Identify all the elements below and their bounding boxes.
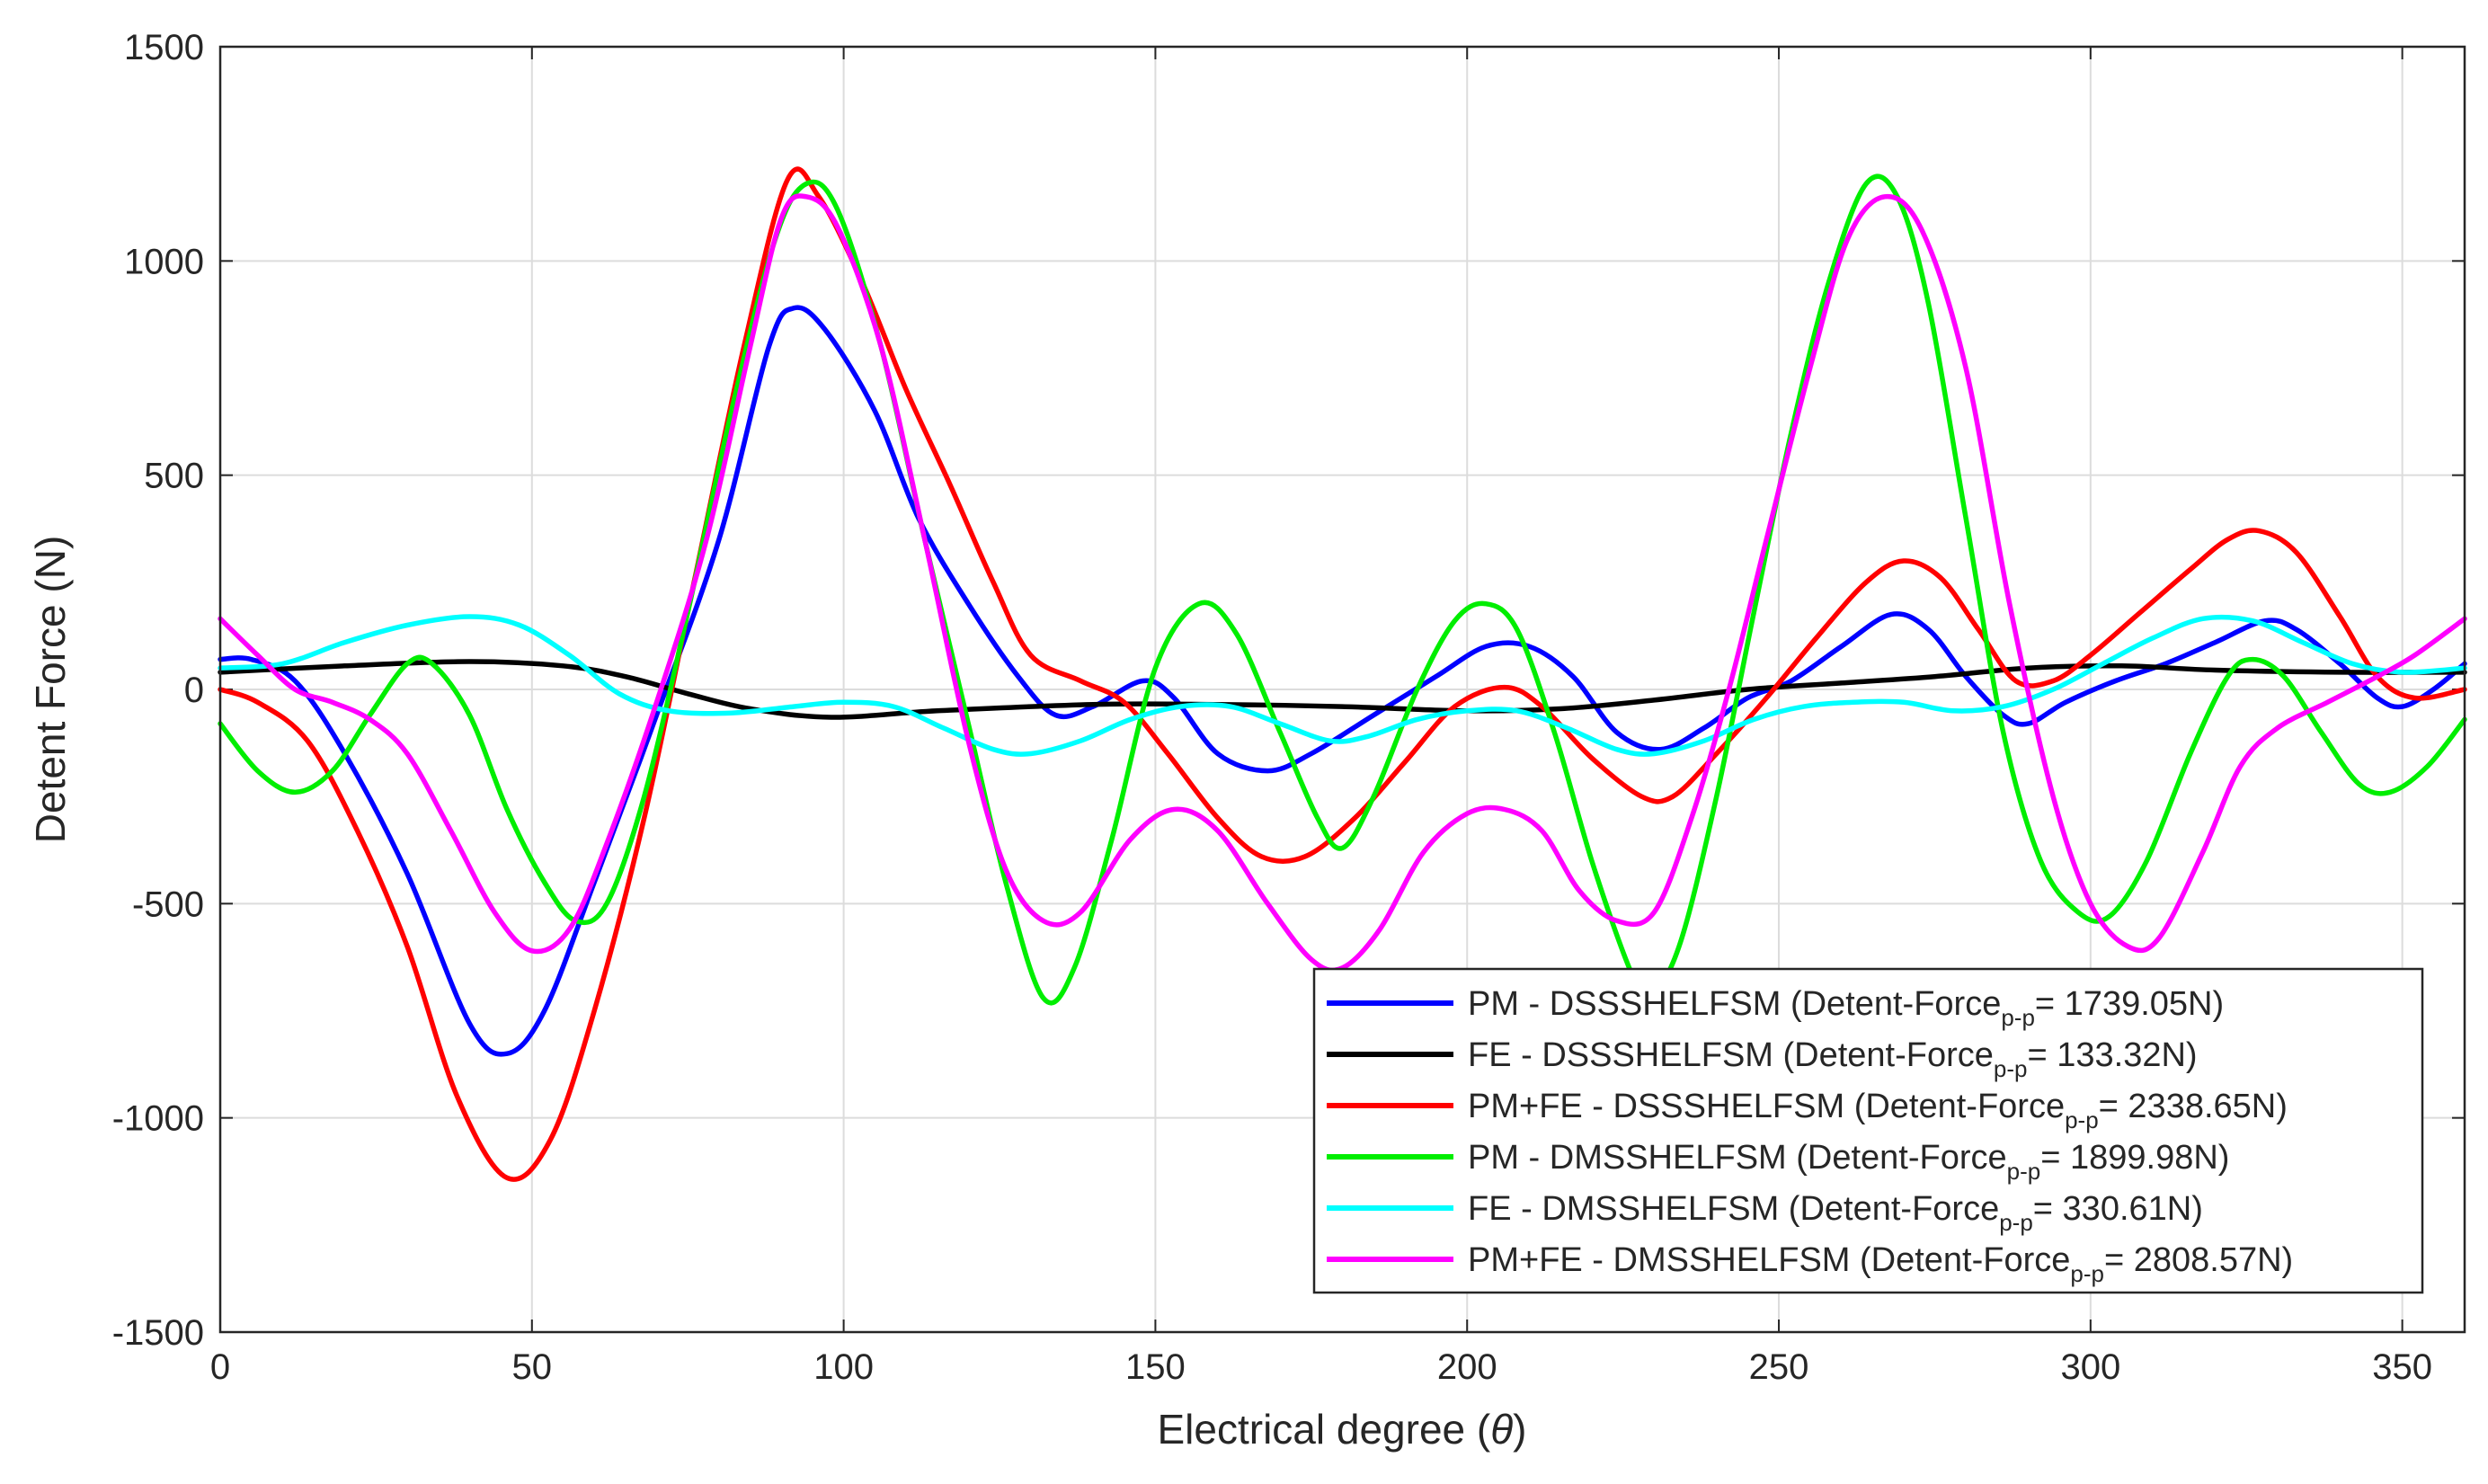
- x-tick-label: 350: [2372, 1347, 2432, 1387]
- y-tick-label: 1500: [124, 28, 204, 67]
- y-tick-label: 500: [144, 457, 204, 496]
- legend-entry-2: FE - DSSSHELFSM (Detent-Forcep-p= 133.32…: [1468, 1036, 2198, 1082]
- series-line-5: [218, 614, 2467, 757]
- series-line-3: [218, 166, 2467, 1182]
- x-tick-label: 0: [210, 1347, 230, 1387]
- legend-entry-4: PM - DMSSHELFSM (Detent-Forcep-p= 1899.9…: [1468, 1139, 2229, 1185]
- x-axis-label: Electrical degree (θ): [1157, 1406, 1526, 1453]
- series-line-1: [218, 305, 2467, 1057]
- series-lines: [218, 166, 2467, 1182]
- series-line-4: [218, 173, 2467, 1006]
- series-line-6: [218, 193, 2467, 973]
- x-tick-label: 250: [1749, 1347, 1809, 1387]
- x-tick-label: 200: [1437, 1347, 1497, 1387]
- y-tick-label: 1000: [124, 242, 204, 281]
- x-tick-label: 150: [1125, 1347, 1186, 1387]
- x-tick-labels: 0 50 100 150 200 250 300 350: [210, 1347, 2432, 1387]
- y-tick-label: -500: [132, 884, 204, 924]
- legend-entry-5: FE - DMSSHELFSM (Detent-Forcep-p= 330.61…: [1468, 1190, 2203, 1236]
- legend: PM - DSSSHELFSM (Detent-Forcep-p= 1739.0…: [1312, 967, 2424, 1294]
- legend-entry-3: PM+FE - DSSSHELFSM (Detent-Forcep-p= 233…: [1468, 1088, 2288, 1133]
- x-tick-label: 100: [813, 1347, 874, 1387]
- y-tick-label: 0: [184, 671, 204, 710]
- series-line-2: [218, 659, 2467, 720]
- x-tick-label: 300: [2060, 1347, 2120, 1387]
- x-axis-label-symbol: θ: [1490, 1406, 1513, 1453]
- legend-entry-6: PM+FE - DMSSHELFSM (Detent-Forcep-p= 280…: [1468, 1241, 2293, 1287]
- y-tick-label: -1500: [112, 1313, 204, 1353]
- y-axis-label: Detent Force (N): [27, 536, 74, 844]
- legend-box: [1312, 967, 2424, 1294]
- y-tick-labels: -1500 -1000 -500 0 500 1000 1500: [112, 28, 204, 1353]
- y-tick-label: -1000: [112, 1099, 204, 1139]
- legend-entry-1: PM - DSSSHELFSM (Detent-Forcep-p= 1739.0…: [1468, 985, 2224, 1031]
- plot-frame: [218, 45, 2466, 1334]
- x-tick-label: 50: [512, 1347, 553, 1387]
